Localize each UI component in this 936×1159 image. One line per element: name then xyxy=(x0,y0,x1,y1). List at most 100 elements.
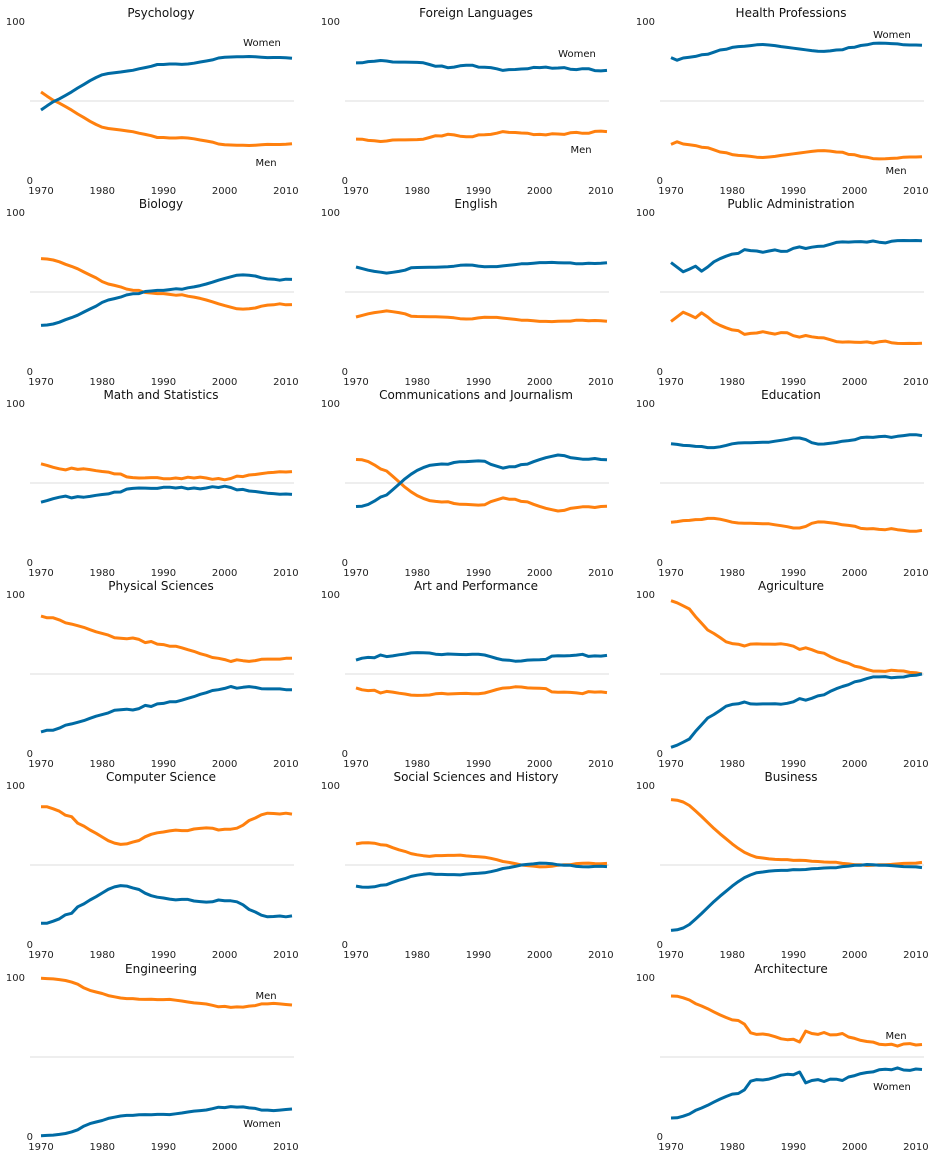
series-line-women xyxy=(355,453,608,508)
x-tick-label: 2000 xyxy=(527,950,552,961)
x-tick-label: 1990 xyxy=(781,950,806,961)
x-tick-label: 2010 xyxy=(273,568,298,579)
y-tick-label: 100 xyxy=(6,781,25,792)
panel-title: Architecture xyxy=(754,962,827,976)
x-tick-label: 1980 xyxy=(404,568,429,579)
series-line-men xyxy=(41,805,293,846)
y-tick-label: 100 xyxy=(321,781,340,792)
x-tick-label: 2000 xyxy=(842,186,867,197)
x-tick-label: 1970 xyxy=(658,1142,683,1153)
y-tick-label: 100 xyxy=(6,973,25,984)
x-tick-label: 1990 xyxy=(781,377,806,388)
x-tick-label: 2010 xyxy=(903,377,928,388)
x-tick-label: 1970 xyxy=(343,186,368,197)
y-tick-label: 0 xyxy=(342,749,348,760)
y-tick-label: 100 xyxy=(321,208,340,219)
x-tick-label: 1980 xyxy=(404,186,429,197)
series-line-women xyxy=(670,433,923,450)
panel-title: Art and Performance xyxy=(414,579,538,593)
x-tick-label: 1970 xyxy=(658,186,683,197)
series-line-women xyxy=(670,1066,923,1120)
y-tick-label: 0 xyxy=(657,940,663,951)
x-tick-label: 1980 xyxy=(719,186,744,197)
series-line-men xyxy=(40,257,293,311)
x-tick-label: 1970 xyxy=(28,377,53,388)
y-tick-label: 100 xyxy=(636,973,655,984)
x-tick-label: 1990 xyxy=(466,759,491,770)
x-tick-label: 2010 xyxy=(903,759,928,770)
x-tick-label: 1990 xyxy=(151,568,176,579)
series-label-men: Men xyxy=(255,158,276,169)
x-tick-label: 1990 xyxy=(151,759,176,770)
x-tick-label: 2000 xyxy=(212,1142,237,1153)
y-tick-label: 100 xyxy=(636,781,655,792)
x-tick-label: 1990 xyxy=(466,568,491,579)
series-line-women xyxy=(40,273,293,327)
x-tick-label: 2000 xyxy=(212,186,237,197)
y-tick-label: 0 xyxy=(27,176,33,187)
x-tick-label: 1970 xyxy=(28,186,53,197)
panel-title: Education xyxy=(761,388,821,402)
x-tick-label: 1990 xyxy=(151,186,176,197)
y-tick-label: 0 xyxy=(27,749,33,760)
series-line-women xyxy=(41,884,293,925)
x-tick-label: 1980 xyxy=(719,377,744,388)
series-line-women xyxy=(670,672,923,749)
series-label-men: Men xyxy=(885,166,906,177)
series-line-men xyxy=(355,685,608,697)
x-tick-label: 2000 xyxy=(212,950,237,961)
panel-title: Public Administration xyxy=(727,197,854,211)
series-line-women xyxy=(670,41,923,62)
y-tick-label: 100 xyxy=(6,590,25,601)
x-tick-label: 2000 xyxy=(527,377,552,388)
y-tick-label: 100 xyxy=(6,17,25,28)
x-tick-label: 2010 xyxy=(903,950,928,961)
series-line-women xyxy=(355,861,608,889)
x-tick-label: 2010 xyxy=(273,759,298,770)
y-tick-label: 100 xyxy=(321,590,340,601)
series-line-men xyxy=(670,516,923,533)
series-line-men xyxy=(670,599,923,676)
x-tick-label: 2010 xyxy=(273,186,298,197)
y-tick-label: 0 xyxy=(27,940,33,951)
x-tick-label: 1990 xyxy=(151,1142,176,1153)
panel-title: Agriculture xyxy=(758,579,824,593)
x-tick-label: 2010 xyxy=(273,377,298,388)
x-tick-label: 2010 xyxy=(588,759,613,770)
y-tick-label: 100 xyxy=(636,208,655,219)
y-tick-label: 100 xyxy=(636,590,655,601)
x-tick-label: 2000 xyxy=(527,759,552,770)
series-line-men xyxy=(670,994,923,1048)
x-tick-label: 1970 xyxy=(343,759,368,770)
x-tick-label: 1970 xyxy=(28,1142,53,1153)
panel-title: Communications and Journalism xyxy=(379,388,573,402)
x-tick-label: 1980 xyxy=(89,1142,114,1153)
y-tick-label: 0 xyxy=(342,367,348,378)
x-tick-label: 2010 xyxy=(588,568,613,579)
y-tick-label: 100 xyxy=(321,399,340,410)
x-tick-label: 1970 xyxy=(658,377,683,388)
x-tick-label: 1980 xyxy=(404,950,429,961)
series-line-women xyxy=(40,685,293,734)
panel-title: Health Professions xyxy=(736,6,847,20)
x-tick-label: 2010 xyxy=(903,186,928,197)
x-tick-label: 2000 xyxy=(842,568,867,579)
series-line-women xyxy=(670,239,923,274)
y-tick-label: 0 xyxy=(657,558,663,569)
series-label-women: Women xyxy=(873,1082,911,1093)
x-tick-label: 1990 xyxy=(466,186,491,197)
series-line-women xyxy=(355,651,608,663)
series-label-men: Men xyxy=(570,145,591,156)
panel-title: Engineering xyxy=(125,962,197,976)
